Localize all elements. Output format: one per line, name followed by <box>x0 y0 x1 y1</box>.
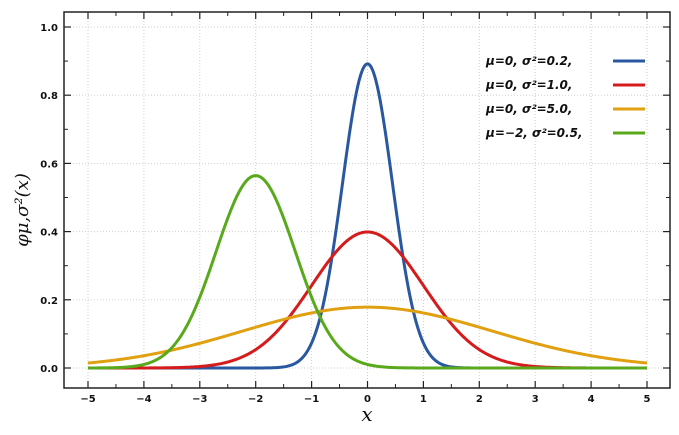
x-axis-label: x <box>361 402 372 426</box>
y-tick-label: 0.2 <box>40 296 58 307</box>
x-tick-label: 2 <box>476 394 483 405</box>
x-tick-label: 0 <box>364 394 371 405</box>
legend-label: μ=−2, σ²=0.5, <box>485 126 583 140</box>
ticks <box>64 12 670 388</box>
x-tick-label: 5 <box>644 394 651 405</box>
x-tick-label: 3 <box>532 394 539 405</box>
legend-label: μ=0, σ²=5.0, <box>485 102 572 116</box>
y-tick-label: 0.4 <box>40 228 58 239</box>
y-tick-label: 0.8 <box>40 91 58 102</box>
y-tick-label: 0.6 <box>40 159 58 170</box>
legend-label: μ=0, σ²=1.0, <box>485 78 572 92</box>
y-tick-label: 1.0 <box>40 23 58 34</box>
x-tick-label: −2 <box>248 394 263 405</box>
y-tick-label: 0.0 <box>40 364 58 375</box>
x-tick-label: −1 <box>304 394 319 405</box>
y-axis-label: φμ,σ²(x) <box>12 173 33 247</box>
plot-frame <box>63 11 671 389</box>
x-tick-label: −4 <box>136 394 151 405</box>
legend: μ=0, σ²=0.2, μ=0, σ²=1.0, μ=0, σ²=5.0, μ=−2… <box>485 54 645 140</box>
legend-label: μ=0, σ²=0.2, <box>485 54 572 68</box>
x-tick-label: −3 <box>192 394 207 405</box>
tick-labels: −5 −4 −3 −2 −1 0 1 2 3 4 5 0.0 0.2 0.4 0.6 0.8 1.0 <box>40 23 650 405</box>
curves <box>87 62 648 370</box>
series-line <box>87 305 648 365</box>
x-tick-label: −5 <box>80 394 95 405</box>
x-tick-label: 4 <box>588 394 595 405</box>
series-line <box>87 174 648 370</box>
x-tick-label: 1 <box>420 394 427 405</box>
